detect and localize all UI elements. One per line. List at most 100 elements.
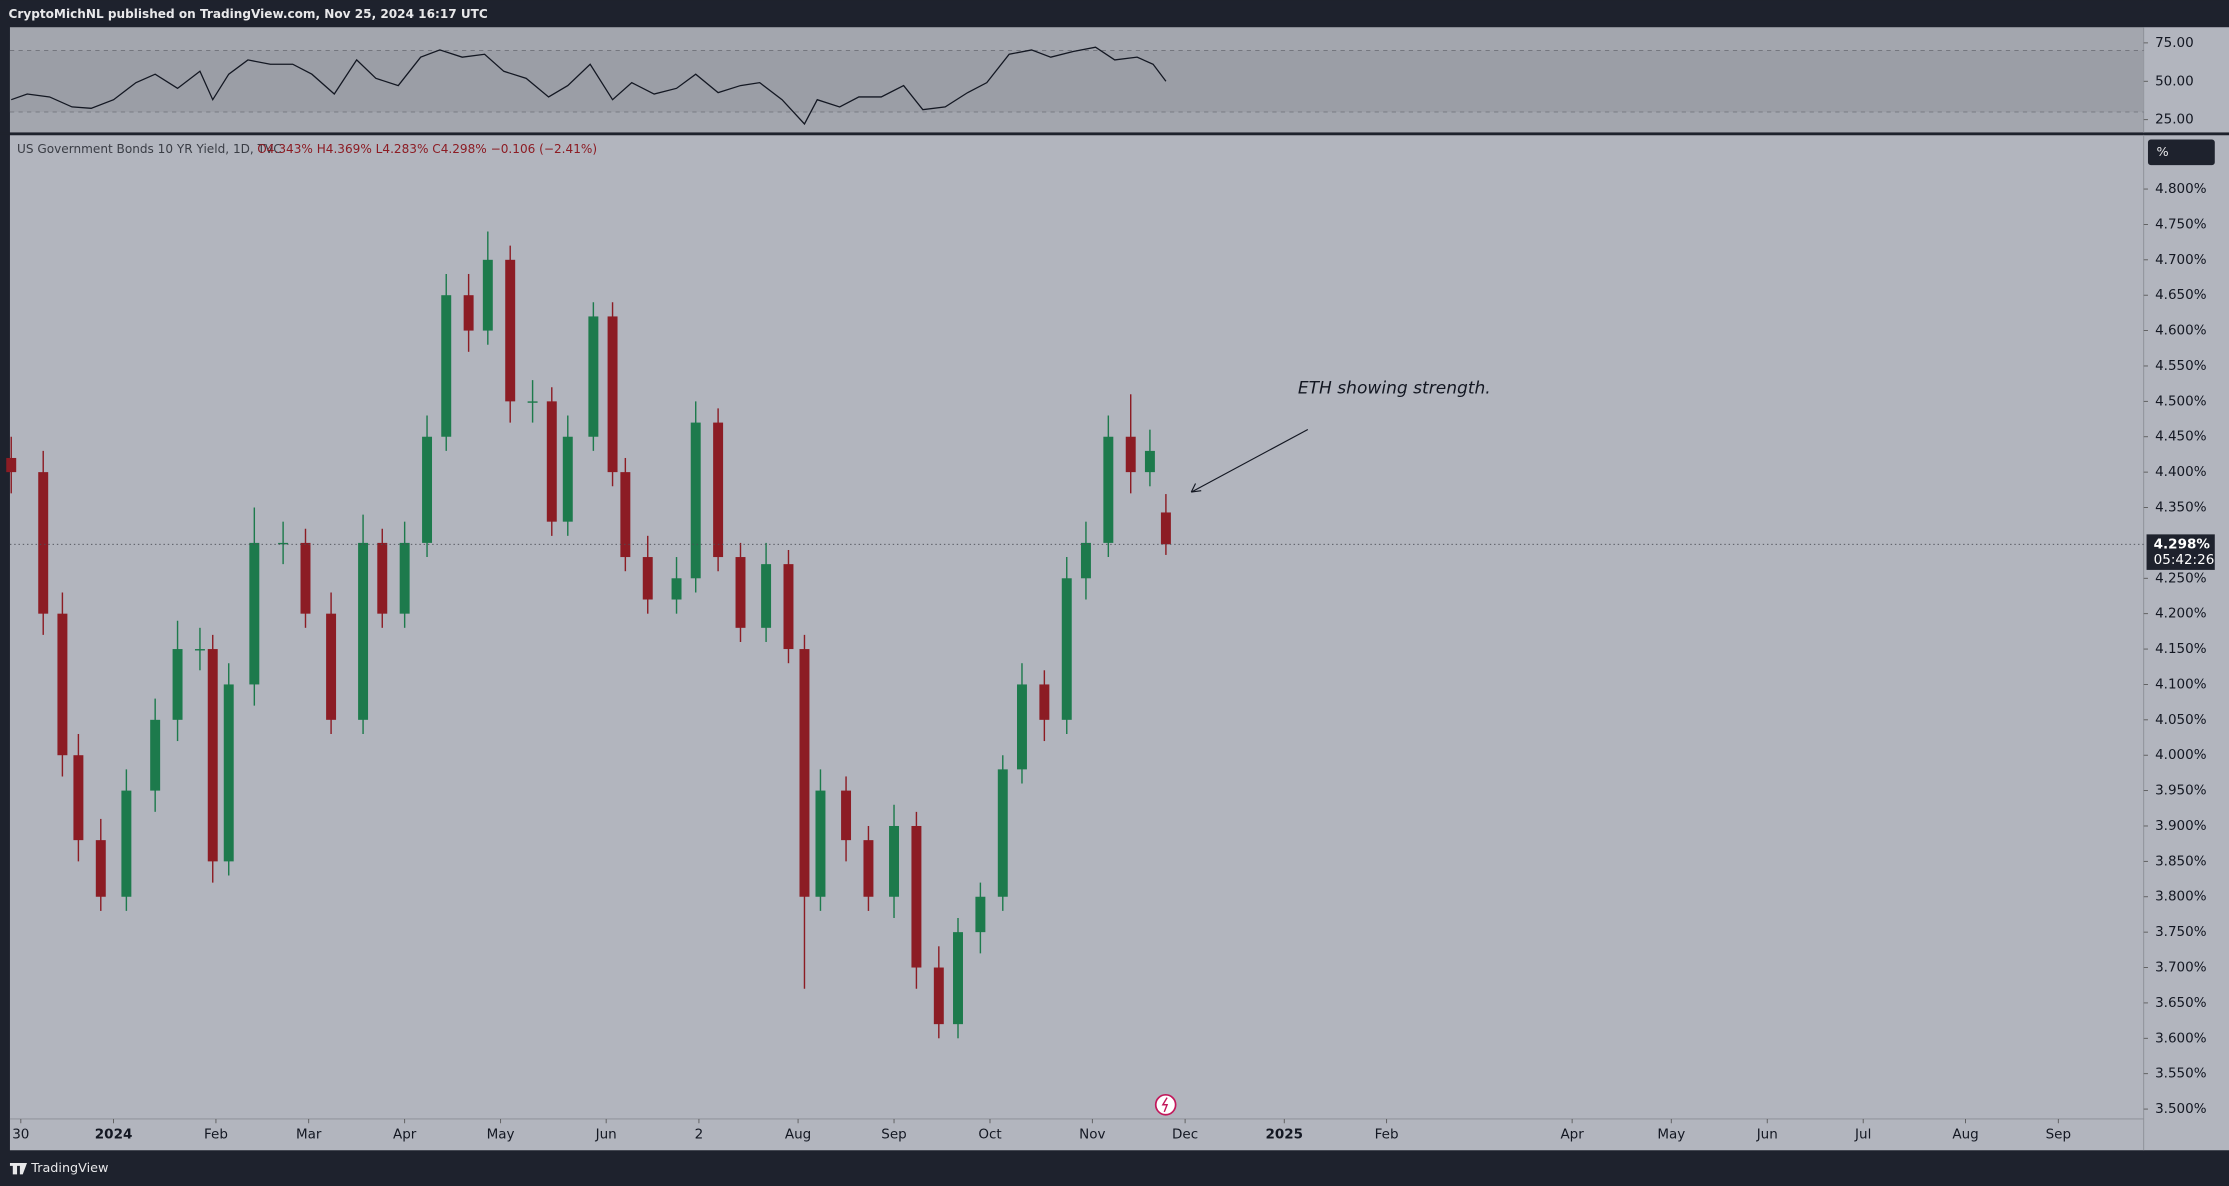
candle-body [399,542,410,614]
rsi-band [9,50,2144,112]
candle-body [713,422,724,558]
candle-body [527,401,538,403]
rsi-tick-label: 25.00 [2155,112,2194,128]
candle-body [671,578,682,600]
x-tick-label: Aug [785,1127,811,1143]
y-tick-label: 4.000% [2155,747,2207,763]
candle-body [1125,436,1136,473]
candle-body [194,649,205,651]
last-price-box [2146,534,2215,570]
candle-body [588,316,599,437]
y-tick-label: 4.350% [2155,500,2207,516]
footer-brand: TradingView [30,1161,108,1176]
candle-body [975,896,986,933]
candle-body [761,564,772,628]
candle-body [735,557,746,628]
candle-body [997,769,1008,897]
candle-body [482,259,493,331]
candle-body [1080,542,1091,579]
y-tick-label: 4.200% [2155,606,2207,622]
countdown: 05:42:26 [2154,552,2215,568]
candle-body [441,295,452,437]
header: CryptoMichNL published on TradingView.co… [9,7,488,21]
x-tick-label: Jun [1756,1127,1778,1143]
rsi-tick-label: 50.00 [2155,73,2194,89]
x-tick-label: Sep [2046,1127,2071,1143]
candle-body [546,401,557,522]
candle-body [278,542,289,545]
brand-logo [9,1163,28,1175]
candle-body [6,457,17,473]
y-tick-label: 4.100% [2155,676,2207,692]
y-tick-label: 4.400% [2155,464,2207,480]
y-tick-label: 4.450% [2155,429,2207,445]
annotation-arrow [1190,429,1309,493]
candle-body [1144,450,1155,473]
x-tick-label: 2 [695,1127,704,1143]
unit-box[interactable] [2147,139,2215,166]
x-tick-label: May [1657,1127,1685,1143]
y-tick-label: 3.850% [2155,853,2207,869]
rsi-tick-label: 75.00 [2155,35,2194,51]
x-tick-label: 2024 [95,1127,133,1143]
candle-body [422,436,433,543]
arrow-head [1190,483,1202,493]
x-tick-label: Nov [1079,1127,1105,1143]
y-tick-label: 3.700% [2155,960,2207,976]
candle-body [207,649,218,862]
candle-body [249,542,260,685]
candle-body [57,613,68,756]
last-price-label: 4.298% [2154,536,2211,552]
x-tick-label: Feb [1375,1127,1399,1143]
main-pane [9,135,2229,1151]
x-tick-label: 30 [12,1127,29,1143]
x-tick-label: Apr [1560,1127,1584,1143]
y-tick-label: 4.550% [2155,358,2207,374]
candle-body [172,649,183,720]
y-tick-label: 3.550% [2155,1066,2207,1082]
x-tick-label: Jun [595,1127,617,1143]
y-tick-label: 3.900% [2155,818,2207,834]
candle-body [815,790,826,897]
y-tick-label: 4.600% [2155,323,2207,339]
y-tick-label: 4.150% [2155,641,2207,657]
candle-body [1103,436,1114,543]
ohlc-legend: O4.343% H4.369% L4.283% C4.298% −0.106 (… [257,142,597,156]
x-tick-label: 2025 [1265,1127,1303,1143]
candle-body [799,649,810,897]
y-tick-label: 3.650% [2155,995,2207,1011]
candle-body [863,840,874,897]
rsi-axis [2143,27,2229,133]
candle-body [933,967,944,1025]
candle-body [783,564,794,650]
y-tick-label: 3.800% [2155,889,2207,905]
y-tick-label: 4.650% [2155,287,2207,303]
candle-body [889,825,900,897]
x-tick-label: Mar [296,1127,322,1143]
x-tick-label: Sep [881,1127,906,1143]
candle-body [642,557,653,600]
candle-body [911,825,922,968]
candle-body [358,542,369,720]
x-tick-label: Jul [1854,1127,1871,1143]
candle-body [562,436,573,522]
candle-body [150,719,161,791]
y-tick-label: 3.950% [2155,783,2207,799]
x-tick-label: Apr [393,1127,417,1143]
y-tick-label: 3.750% [2155,924,2207,940]
symbol-title: US Government Bonds 10 YR Yield, 1D, TVC [17,142,282,156]
candle-body [326,613,337,720]
candle-body [121,790,132,897]
candle-body [841,790,852,841]
candle-body [1039,684,1050,720]
y-tick-label: 4.500% [2155,393,2207,409]
candle-body [953,932,963,1025]
candle-body [300,542,311,614]
y-tick-label: 4.700% [2155,252,2207,268]
candle-body [505,259,516,402]
x-tick-label: May [487,1127,515,1143]
candle-body [620,472,631,558]
candle-body [223,684,234,862]
